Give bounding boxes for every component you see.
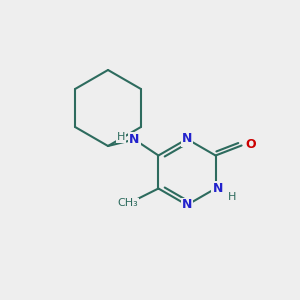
Text: H: H: [227, 191, 236, 202]
Text: CH₃: CH₃: [117, 199, 138, 208]
Text: H: H: [117, 133, 126, 142]
Text: N: N: [182, 199, 192, 212]
Text: N: N: [212, 182, 223, 195]
Text: N: N: [129, 133, 140, 146]
Text: O: O: [245, 138, 256, 151]
Text: N: N: [182, 133, 192, 146]
